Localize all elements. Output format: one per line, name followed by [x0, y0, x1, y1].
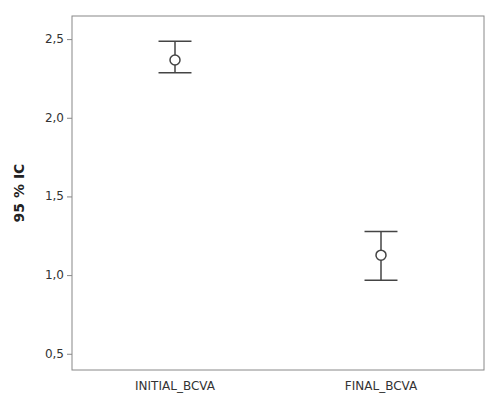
y-tick: [67, 354, 72, 355]
y-axis: 0,5 1,0 1,5 2,0 2,5: [45, 32, 72, 361]
x-tick-label: INITIAL_BCVA: [135, 379, 216, 393]
error-cap-upper: [365, 231, 398, 233]
y-tick-label: 2,0: [45, 111, 64, 125]
y-tick-label: 2,5: [45, 32, 64, 46]
plot-frame: [72, 16, 484, 370]
y-tick: [67, 39, 72, 40]
error-cap-lower: [159, 72, 192, 74]
y-tick-label: 1,5: [45, 189, 64, 203]
error-cap-lower: [365, 280, 398, 282]
mean-marker: [170, 55, 180, 65]
y-tick-label: 0,5: [45, 347, 64, 361]
x-tick-label: FINAL_BCVA: [345, 379, 418, 393]
marks: [159, 41, 398, 280]
y-tick: [67, 118, 72, 119]
y-tick-label: 1,0: [45, 268, 64, 282]
mean-marker: [376, 250, 386, 260]
chart: 0,5 1,0 1,5 2,0 2,5 95 % IC INITIAL_BCVA FINAL_…: [0, 0, 500, 416]
chart-container: 0,5 1,0 1,5 2,0 2,5 95 % IC INITIAL_BCVA FINAL_…: [0, 0, 500, 416]
x-axis: INITIAL_BCVA FINAL_BCVA: [135, 379, 418, 393]
y-axis-label: 95 % IC: [11, 164, 27, 223]
y-tick: [67, 275, 72, 276]
y-tick: [67, 196, 72, 197]
error-cap-upper: [159, 40, 192, 42]
